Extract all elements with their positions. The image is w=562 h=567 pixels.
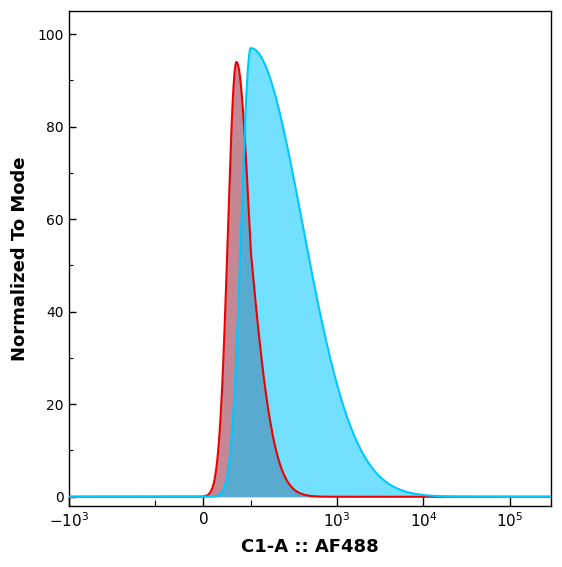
X-axis label: C1-A :: AF488: C1-A :: AF488 — [241, 538, 379, 556]
Y-axis label: Normalized To Mode: Normalized To Mode — [11, 156, 29, 361]
